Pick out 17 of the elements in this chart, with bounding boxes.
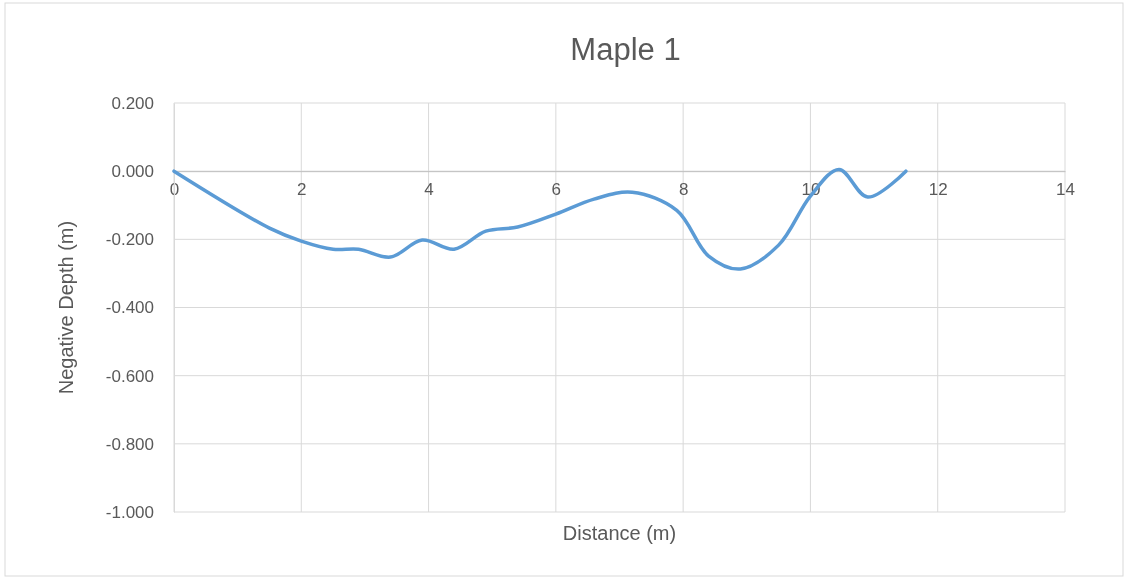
x-tick-label: 12 — [928, 180, 948, 200]
x-tick-label: 14 — [1056, 180, 1075, 200]
y-tick-label: -0.800 — [105, 434, 154, 454]
x-tick-label: 4 — [424, 180, 434, 200]
y-tick-label: -0.200 — [105, 230, 154, 250]
y-tick-label: -0.400 — [105, 298, 154, 318]
line-series — [172, 167, 908, 271]
x-tick-label: 6 — [551, 180, 562, 200]
x-tick-label: 8 — [678, 180, 689, 200]
x-tick-label: 2 — [297, 180, 307, 200]
y-tick-label: 0.200 — [111, 93, 154, 113]
chart-title: Maple 1 — [570, 32, 681, 67]
y-axis-title: Negative Depth (m) — [55, 220, 77, 395]
y-tick-label: -0.600 — [105, 366, 154, 386]
x-axis-title: Distance (m) — [562, 522, 677, 544]
y-tick-label: -1.000 — [105, 502, 154, 522]
y-tick-label: 0.000 — [111, 162, 154, 182]
